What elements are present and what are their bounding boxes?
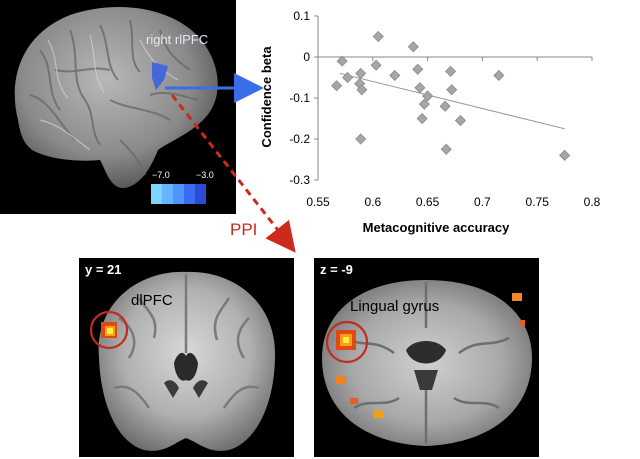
x-tick-label: 0.8 bbox=[584, 195, 601, 209]
data-point bbox=[331, 80, 343, 92]
data-point bbox=[439, 100, 451, 112]
colorbar-min-label: −7.0 bbox=[152, 170, 170, 180]
region-label-rlpfc: right rlPFC bbox=[146, 32, 209, 47]
trendline bbox=[339, 72, 565, 130]
region-label-dlpfc: dlPFC bbox=[131, 292, 173, 309]
x-tick-label: 0.55 bbox=[306, 195, 330, 209]
axial-slice-image bbox=[322, 280, 532, 446]
data-point bbox=[389, 69, 401, 82]
data-point bbox=[370, 59, 382, 71]
data-point bbox=[414, 82, 426, 94]
data-point bbox=[372, 30, 384, 43]
y-tick-label: 0.1 bbox=[293, 9, 310, 23]
y-tick-label: -0.3 bbox=[289, 173, 310, 187]
coronal-slice-panel: y = 21 dlPFC bbox=[79, 258, 294, 457]
x-tick-label: 0.65 bbox=[416, 195, 440, 209]
slice-label-z: z = -9 bbox=[320, 262, 353, 277]
data-point bbox=[356, 84, 368, 96]
data-point bbox=[355, 133, 367, 145]
data-point bbox=[493, 69, 505, 82]
data-point bbox=[418, 98, 430, 110]
coronal-slice-image bbox=[89, 271, 276, 451]
data-point bbox=[336, 55, 348, 67]
data-point bbox=[559, 149, 571, 161]
data-point bbox=[440, 143, 452, 155]
scatter-chart: 0.1 0 -0.1 -0.2 -0.3 0.55 0.6 0.65 0.7 0.75 0.8 Me… bbox=[259, 9, 601, 235]
y-tick-label: -0.2 bbox=[289, 132, 310, 146]
y-axis-label: Confidence beta bbox=[259, 46, 274, 148]
region-circle bbox=[89, 310, 129, 350]
axial-slice-panel: z = -9 Lingual gyrus bbox=[314, 258, 539, 457]
y-tick-label: 0 bbox=[303, 50, 310, 64]
x-tick-label: 0.75 bbox=[526, 195, 550, 209]
x-axis-label: Metacognitive accuracy bbox=[363, 220, 510, 235]
data-point bbox=[416, 112, 428, 125]
data-point bbox=[445, 65, 457, 77]
ppi-label: PPI bbox=[230, 220, 258, 239]
data-point bbox=[422, 90, 434, 102]
data-point bbox=[412, 63, 424, 75]
data-point bbox=[407, 41, 419, 53]
activation-blobs bbox=[336, 293, 525, 418]
data-point bbox=[342, 71, 354, 84]
region-circle bbox=[325, 320, 369, 364]
x-tick-label: 0.6 bbox=[364, 195, 381, 209]
region-label-lingual-gyrus: Lingual gyrus bbox=[350, 298, 440, 315]
data-point bbox=[454, 114, 467, 127]
slice-label-y: y = 21 bbox=[85, 262, 122, 277]
lateral-brain-image bbox=[14, 6, 218, 204]
colorbar-swatch bbox=[151, 184, 162, 204]
x-tick-label: 0.7 bbox=[474, 195, 491, 209]
y-tick-label: -0.1 bbox=[289, 91, 310, 105]
data-point bbox=[446, 84, 458, 96]
colorbar-swatch bbox=[162, 184, 173, 204]
data-point bbox=[355, 67, 367, 79]
activation-blob bbox=[101, 322, 117, 338]
